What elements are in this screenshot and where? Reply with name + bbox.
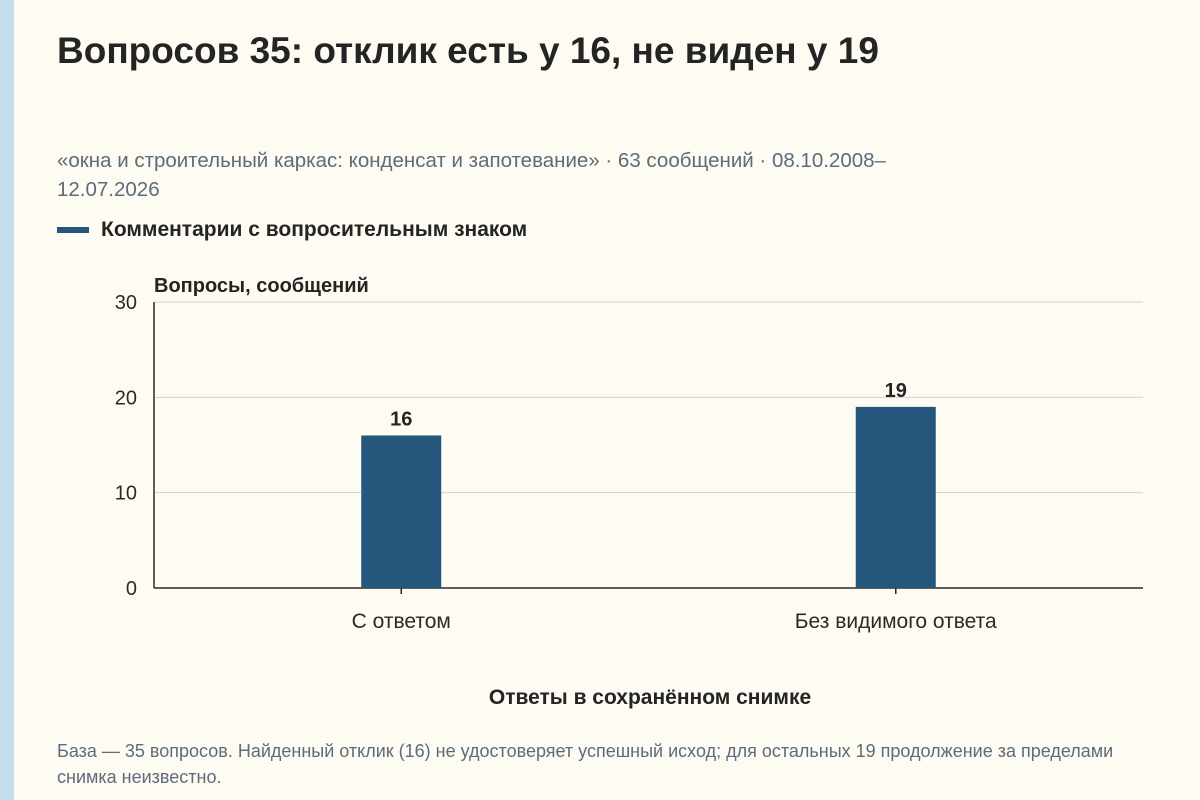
legend-swatch [57,227,89,233]
y-tick-label: 0 [126,578,137,600]
y-tick-label: 10 [115,483,137,505]
left-accent-stripe [0,0,14,800]
bar [361,435,442,588]
y-axis-title: Вопросы, сообщений [154,275,369,297]
x-axis-title: Ответы в сохранённом снимке [488,686,812,709]
data-label: 16 [390,408,412,430]
legend-label: Комментарии с вопросительным знаком [101,218,528,241]
y-tick-label: 20 [115,387,137,409]
data-label: 19 [885,380,907,402]
chart-subtitle: «окна и строительный каркас: конденсат и… [57,149,886,201]
bar [855,406,936,588]
y-tick-label: 30 [115,292,137,314]
x-tick-label: Без видимого ответа [795,610,997,633]
chart-title: Вопросов 35: отклик есть у 16, не виден … [57,30,879,71]
x-tick-label: С ответом [352,610,451,633]
footnote: База — 35 вопросов. Найденный отклик (16… [57,741,1114,787]
legend: Комментарии с вопросительным знаком [57,218,527,242]
